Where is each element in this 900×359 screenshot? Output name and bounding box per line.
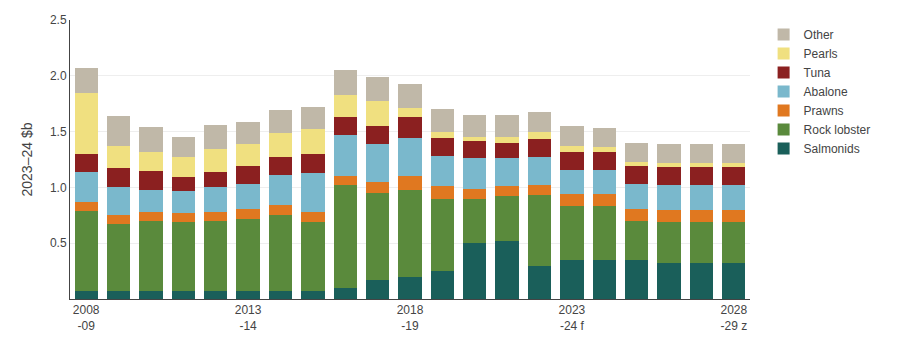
svg-text:Prawns: Prawns [804, 104, 844, 118]
svg-text:Tuna: Tuna [804, 66, 831, 80]
svg-text:2.5: 2.5 [50, 13, 67, 27]
svg-text:2013-14: 2013-14 [235, 303, 262, 333]
svg-text:2023-24 f: 2023-24 f [559, 303, 586, 333]
svg-text:Abalone: Abalone [804, 85, 848, 99]
svg-text:0.5: 0.5 [50, 236, 67, 250]
svg-text:Other: Other [804, 28, 834, 42]
svg-text:2.0: 2.0 [50, 69, 67, 83]
svg-text:Pearls: Pearls [804, 47, 838, 61]
svg-text:Salmonids: Salmonids [804, 142, 860, 156]
svg-text:1.0: 1.0 [50, 181, 67, 195]
svg-text:2028-29 z: 2028-29 z [720, 303, 747, 333]
svg-text:2018-19: 2018-19 [397, 303, 424, 333]
svg-text:1.5: 1.5 [50, 125, 67, 139]
svg-text:2023–24 $b: 2023–24 $b [19, 122, 35, 196]
svg-text:2008-09: 2008-09 [73, 303, 100, 333]
svg-text:Rock lobster: Rock lobster [804, 123, 871, 137]
